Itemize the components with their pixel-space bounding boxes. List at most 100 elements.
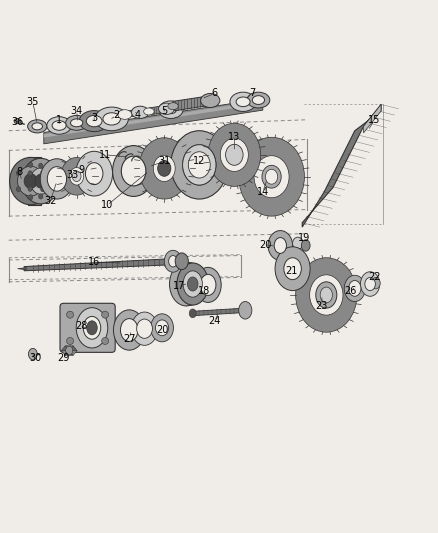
- Ellipse shape: [169, 255, 177, 267]
- Ellipse shape: [247, 92, 270, 108]
- Ellipse shape: [47, 167, 67, 191]
- Ellipse shape: [76, 151, 113, 196]
- Ellipse shape: [236, 97, 250, 107]
- Ellipse shape: [188, 152, 210, 178]
- Ellipse shape: [175, 253, 188, 270]
- Ellipse shape: [113, 310, 145, 350]
- Ellipse shape: [177, 271, 195, 297]
- Ellipse shape: [41, 187, 45, 192]
- Ellipse shape: [28, 162, 33, 167]
- Ellipse shape: [83, 317, 101, 339]
- Ellipse shape: [349, 280, 361, 296]
- Text: 15: 15: [368, 115, 381, 125]
- Ellipse shape: [85, 163, 103, 184]
- Ellipse shape: [71, 119, 83, 127]
- Text: 8: 8: [17, 167, 23, 177]
- Ellipse shape: [155, 320, 169, 336]
- Polygon shape: [364, 104, 381, 133]
- Ellipse shape: [18, 166, 44, 196]
- Polygon shape: [61, 346, 69, 351]
- Polygon shape: [125, 109, 140, 118]
- Polygon shape: [18, 268, 26, 270]
- Ellipse shape: [365, 278, 375, 290]
- Ellipse shape: [187, 277, 198, 291]
- Ellipse shape: [49, 171, 53, 176]
- Polygon shape: [69, 351, 77, 356]
- Text: 5: 5: [161, 106, 167, 116]
- Circle shape: [67, 337, 74, 344]
- Text: 1: 1: [56, 115, 62, 125]
- Text: 24: 24: [208, 316, 221, 326]
- Text: 26: 26: [344, 286, 357, 296]
- Ellipse shape: [151, 314, 173, 342]
- Ellipse shape: [164, 251, 182, 272]
- Ellipse shape: [183, 145, 216, 185]
- Ellipse shape: [360, 272, 380, 296]
- Text: 12: 12: [193, 156, 205, 166]
- FancyBboxPatch shape: [60, 303, 115, 352]
- Polygon shape: [186, 262, 193, 306]
- Ellipse shape: [195, 268, 221, 302]
- Ellipse shape: [49, 186, 53, 191]
- Text: 28: 28: [75, 321, 87, 330]
- Text: 33: 33: [66, 169, 78, 180]
- Ellipse shape: [239, 302, 252, 319]
- Ellipse shape: [32, 123, 42, 130]
- Ellipse shape: [252, 96, 265, 104]
- Ellipse shape: [268, 231, 293, 260]
- Ellipse shape: [95, 107, 128, 131]
- Ellipse shape: [177, 263, 208, 305]
- Ellipse shape: [296, 258, 357, 332]
- Ellipse shape: [87, 321, 97, 335]
- Ellipse shape: [121, 156, 146, 186]
- Text: 20: 20: [259, 240, 271, 249]
- Text: 32: 32: [44, 196, 57, 206]
- Ellipse shape: [131, 312, 158, 345]
- Ellipse shape: [118, 110, 132, 119]
- Ellipse shape: [39, 163, 43, 168]
- Ellipse shape: [76, 308, 108, 348]
- Polygon shape: [173, 96, 210, 111]
- Ellipse shape: [14, 118, 21, 124]
- Ellipse shape: [39, 194, 43, 199]
- Text: 21: 21: [285, 266, 297, 276]
- Polygon shape: [69, 346, 77, 351]
- Text: 4: 4: [135, 110, 141, 120]
- Ellipse shape: [66, 346, 73, 355]
- Ellipse shape: [86, 115, 102, 127]
- Text: 22: 22: [368, 272, 381, 282]
- Ellipse shape: [183, 145, 216, 185]
- Ellipse shape: [139, 138, 190, 199]
- Ellipse shape: [183, 271, 202, 297]
- Polygon shape: [44, 99, 263, 144]
- Circle shape: [102, 311, 109, 318]
- Polygon shape: [149, 106, 166, 115]
- Text: 23: 23: [316, 301, 328, 311]
- Ellipse shape: [275, 247, 310, 290]
- Polygon shape: [302, 104, 381, 227]
- Ellipse shape: [189, 309, 196, 318]
- Ellipse shape: [35, 174, 46, 188]
- Circle shape: [102, 337, 109, 344]
- Text: 31: 31: [158, 156, 170, 166]
- Ellipse shape: [41, 171, 45, 175]
- Ellipse shape: [131, 106, 149, 118]
- Ellipse shape: [153, 155, 175, 182]
- Bar: [28, 157, 41, 205]
- Ellipse shape: [168, 103, 178, 110]
- Ellipse shape: [103, 113, 120, 125]
- Ellipse shape: [284, 258, 301, 280]
- Ellipse shape: [208, 123, 261, 187]
- Text: 13: 13: [228, 132, 240, 142]
- Polygon shape: [24, 258, 182, 271]
- Ellipse shape: [52, 120, 66, 130]
- Ellipse shape: [254, 156, 289, 198]
- Ellipse shape: [28, 349, 37, 360]
- Ellipse shape: [371, 278, 380, 289]
- Ellipse shape: [113, 146, 155, 197]
- Text: 20: 20: [156, 325, 168, 335]
- Ellipse shape: [301, 240, 310, 251]
- Text: 2: 2: [113, 110, 119, 120]
- Ellipse shape: [24, 174, 37, 189]
- Polygon shape: [65, 346, 73, 351]
